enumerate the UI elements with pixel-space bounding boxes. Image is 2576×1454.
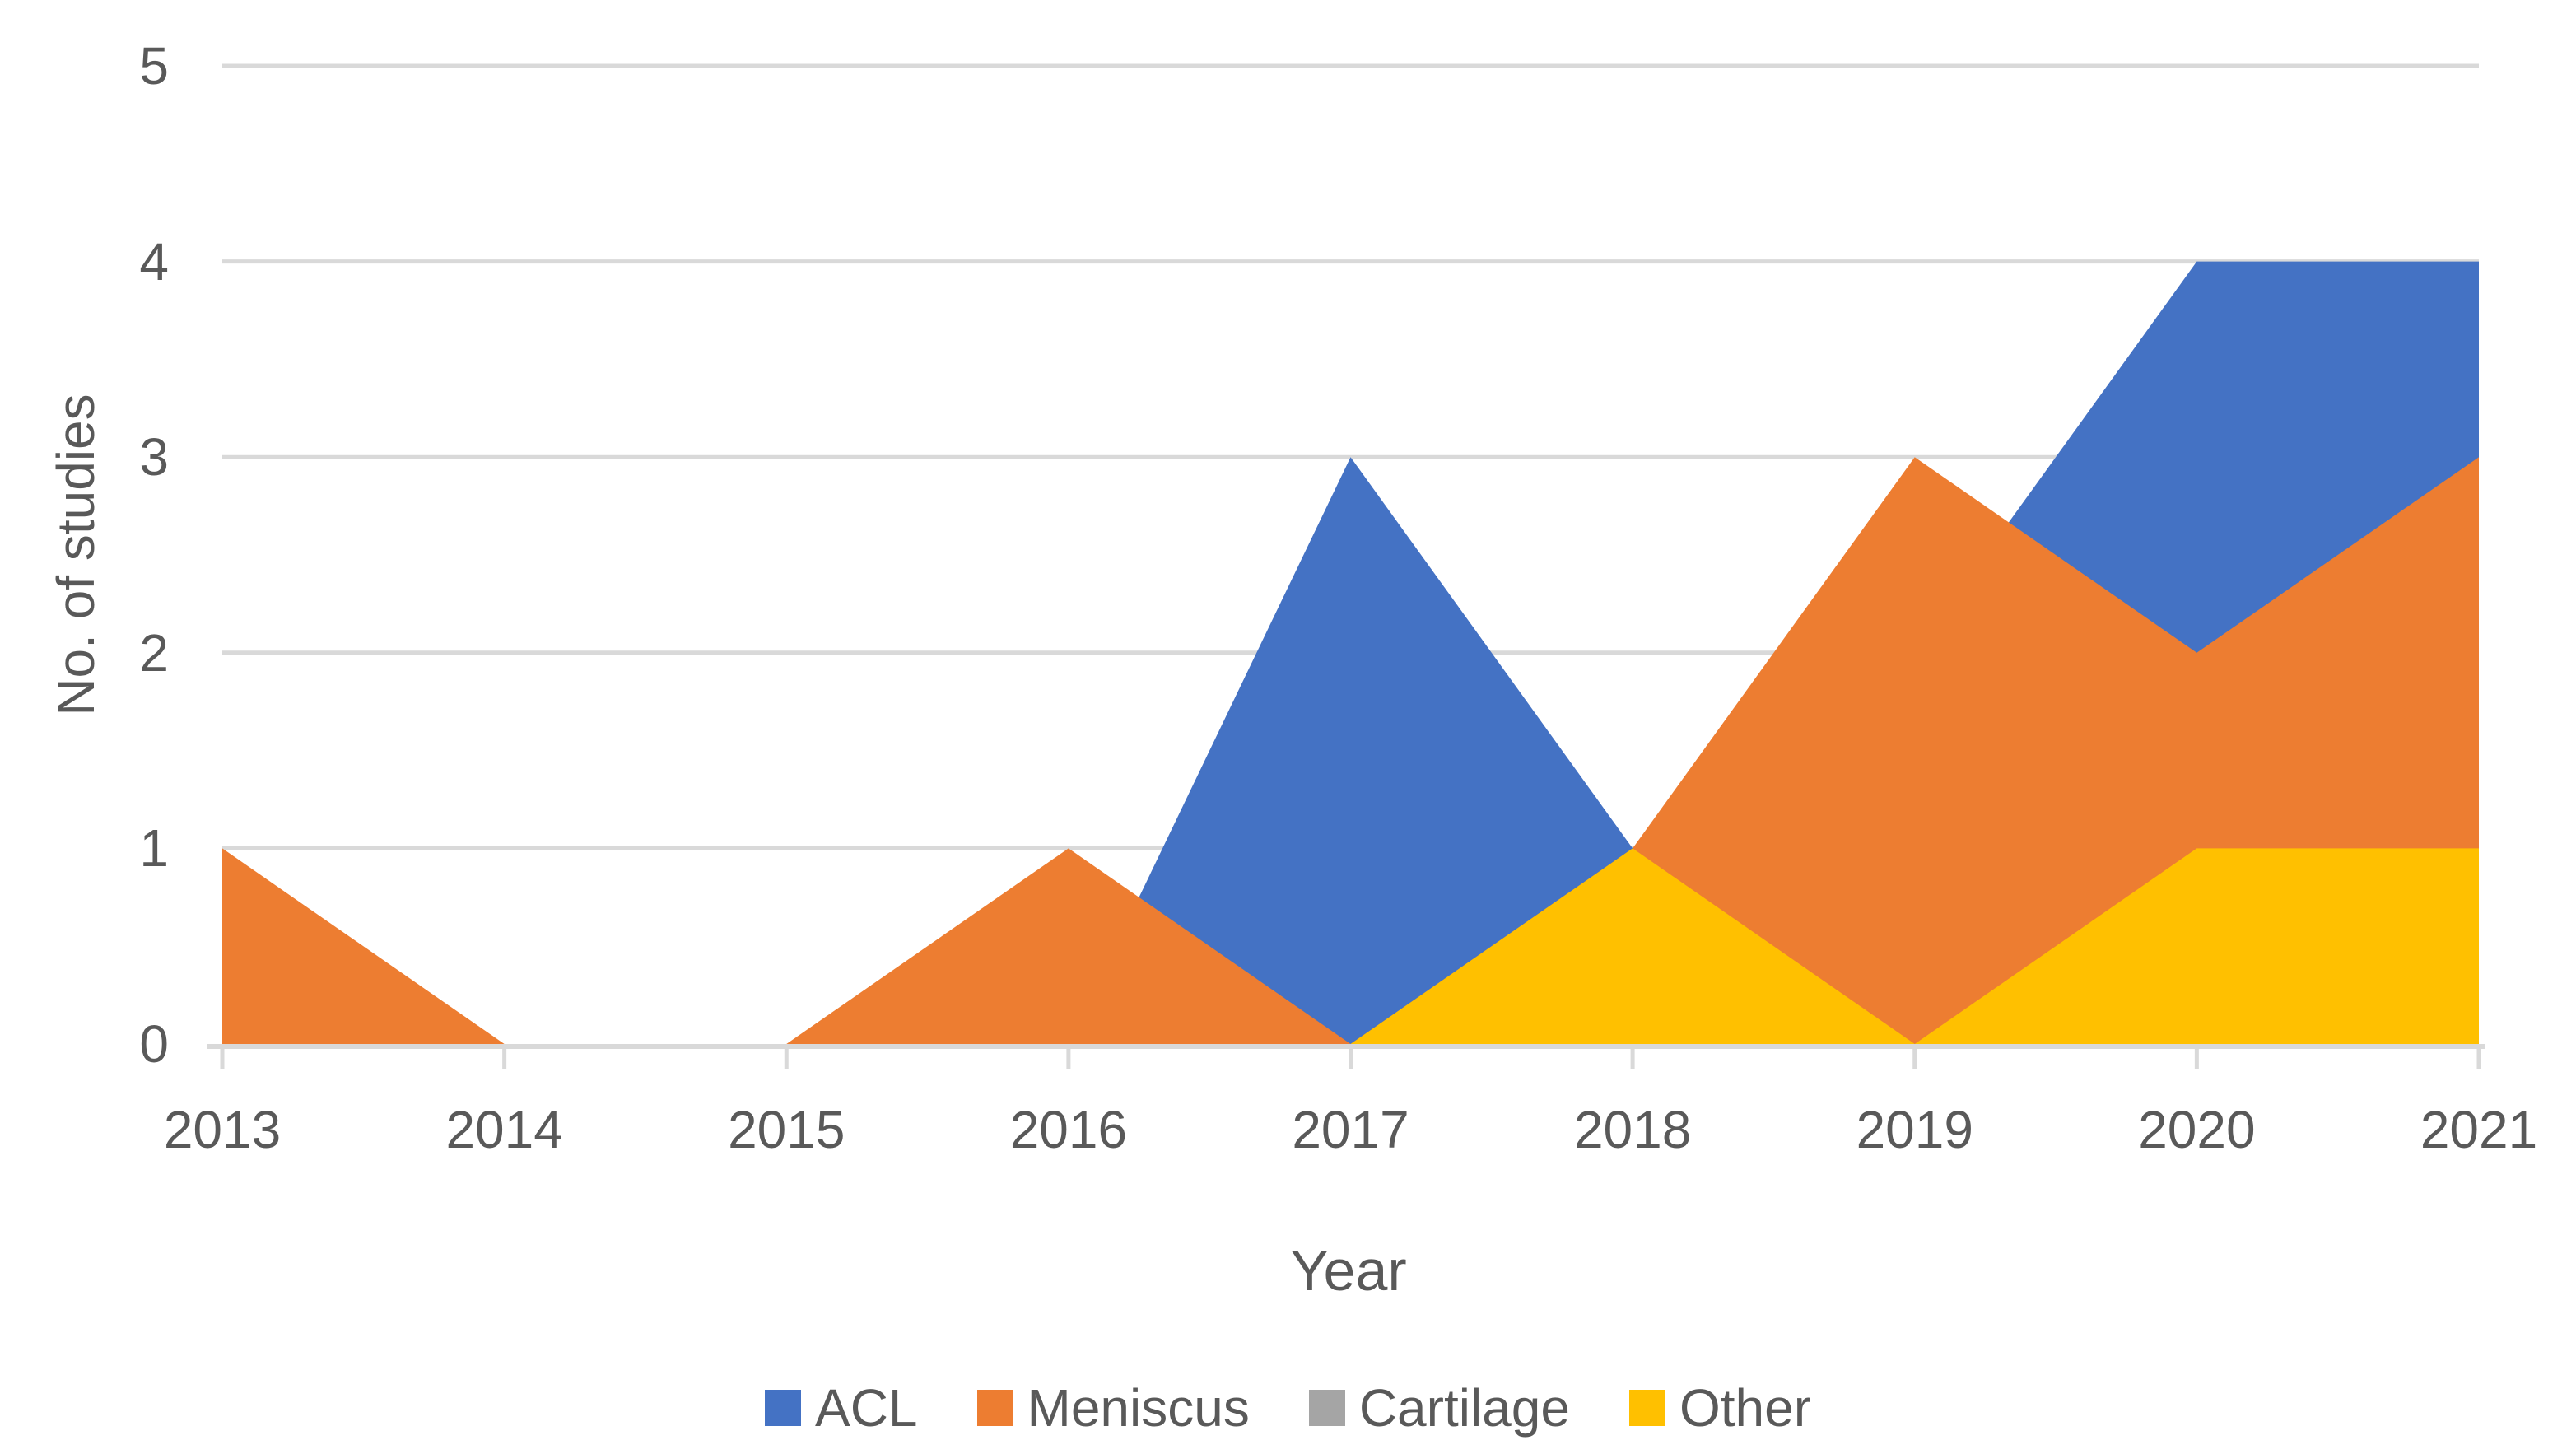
x-tick-label-2013: 2013	[163, 1100, 282, 1159]
chart-legend: ACL Meniscus Cartilage Other	[0, 1382, 2576, 1434]
y-axis-title: No. of studies	[46, 394, 105, 716]
x-tick-label-2018: 2018	[1573, 1100, 1692, 1159]
legend-swatch-cartilage	[1308, 1390, 1345, 1426]
legend-label-other: Other	[1679, 1378, 1811, 1438]
legend-swatch-meniscus	[976, 1390, 1013, 1426]
y-tick-label-1: 1	[139, 818, 169, 878]
legend-item-meniscus: Meniscus	[976, 1378, 1250, 1438]
legend-item-acl: ACL	[765, 1382, 918, 1434]
legend-item-other: Other	[1628, 1378, 1811, 1438]
series-area-meniscus	[222, 457, 2479, 1044]
legend-swatch-acl	[765, 1390, 801, 1426]
y-tick-label-3: 3	[139, 427, 169, 487]
y-tick-label-4: 4	[139, 231, 169, 291]
legend-label-acl: ACL	[815, 1378, 918, 1438]
x-tick-label-2016: 2016	[1009, 1100, 1128, 1159]
x-tick-label-2021: 2021	[2420, 1100, 2538, 1159]
x-tick-label-2019: 2019	[1856, 1100, 1973, 1159]
legend-swatch-other	[1628, 1390, 1665, 1426]
legend-item-cartilage: Cartilage	[1308, 1378, 1570, 1438]
y-tick-label-0: 0	[139, 1014, 169, 1074]
series-area-other	[222, 848, 2479, 1044]
legend-label-cartilage: Cartilage	[1358, 1378, 1570, 1438]
x-tick-label-2015: 2015	[728, 1100, 845, 1159]
x-tick-label-2020: 2020	[2138, 1100, 2256, 1159]
y-tick-label-2: 2	[139, 622, 169, 683]
x-tick-label-2014: 2014	[445, 1100, 563, 1159]
x-axis-title: Year	[1290, 1238, 1407, 1303]
x-tick-label-2017: 2017	[1292, 1100, 1409, 1159]
y-tick-label-5: 5	[139, 36, 169, 96]
legend-label-meniscus: Meniscus	[1027, 1378, 1250, 1438]
